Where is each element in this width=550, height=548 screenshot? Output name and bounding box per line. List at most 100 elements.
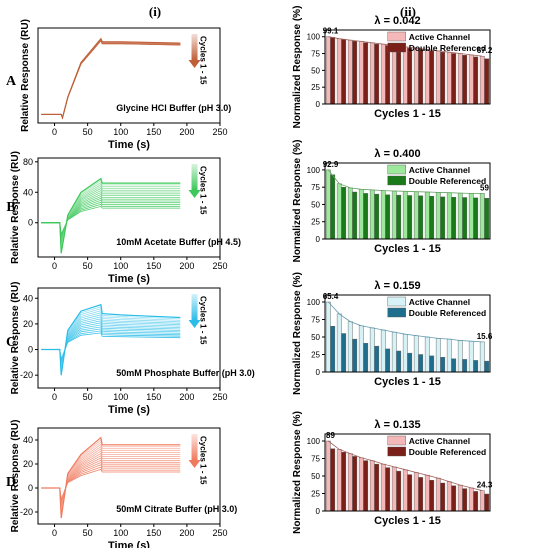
y-axis-title: Relative Response (RU)	[20, 19, 31, 132]
row-label-b: B	[6, 200, 15, 215]
bar-active-channel	[468, 193, 474, 240]
bar-double-referenced	[341, 333, 347, 373]
bar-active-channel	[435, 338, 441, 373]
x-tick-label: 0	[52, 528, 57, 538]
plot-frame	[37, 287, 221, 389]
sensorgram-curve-main	[41, 37, 181, 120]
y-tick-label: 25	[311, 351, 320, 360]
bar-double-referenced	[341, 186, 347, 240]
bar-double-referenced	[330, 37, 336, 105]
bar-chart-title: λ = 0.042	[374, 15, 420, 27]
bar-double-referenced	[396, 194, 402, 240]
legend-swatch-double	[387, 175, 406, 186]
bar-active-channel	[457, 340, 463, 373]
legend-swatch-active	[387, 31, 406, 42]
column-label-ii: (ii)	[400, 4, 416, 19]
cycles-label: Cycles 1 - 15	[199, 36, 208, 85]
bar-active-channel	[479, 56, 485, 105]
plot-frame	[324, 162, 491, 240]
bar-double-referenced	[473, 491, 479, 512]
y-tick-label: 50	[311, 333, 320, 342]
bar-double-referenced	[462, 197, 468, 240]
y-tick-label: 0	[316, 100, 321, 109]
bar-double-referenced	[363, 193, 369, 240]
bar-double-referenced	[440, 357, 446, 373]
y-tick-label: 0	[316, 507, 321, 516]
sensorgram-curve-main	[41, 436, 181, 519]
bar-double-referenced	[429, 195, 435, 240]
y-tick-label: 25	[311, 490, 320, 499]
y-tick-label: 40	[23, 435, 33, 445]
x-tick-label: 50	[83, 392, 93, 402]
bar-active-channel	[347, 453, 353, 512]
x-tick-label: 0	[52, 127, 57, 137]
x-tick-label: 200	[179, 261, 194, 271]
legend-swatch-active	[387, 164, 406, 175]
bar-double-referenced	[341, 39, 347, 105]
bar-active-channel	[380, 329, 386, 373]
x-tick-label: 150	[146, 261, 161, 271]
x-tick-label: 150	[146, 127, 161, 137]
bar-active-channel	[380, 43, 386, 105]
x-tick-label: 100	[113, 392, 128, 402]
bar-double-referenced	[473, 197, 479, 240]
bar-active-channel	[347, 39, 353, 105]
y-tick-label: 25	[311, 83, 320, 92]
y-tick-label: 0	[28, 483, 33, 493]
legend-label: Active Channel	[409, 165, 470, 175]
bar-double-referenced	[330, 448, 336, 512]
bar-active-channel	[424, 191, 430, 240]
bar-double-referenced	[418, 354, 424, 373]
cycles-label: Cycles 1 - 15	[199, 436, 208, 485]
buffer-annotation: 50mM Citrate Buffer (pH 3.0)	[116, 504, 237, 514]
plot-frame	[324, 433, 491, 512]
y-tick-label: 0	[316, 368, 321, 377]
y-tick-label: -20	[20, 507, 33, 517]
row-label-c: C	[6, 335, 16, 350]
bar-double-referenced	[374, 193, 380, 240]
x-tick-label: 50	[83, 127, 93, 137]
bar-double-referenced	[462, 359, 468, 373]
bar-double-referenced	[429, 50, 435, 105]
x-tick-label: 50	[83, 261, 93, 271]
buffer-annotation: 10mM Acetate Buffer (pH 4.5)	[116, 237, 241, 247]
y-tick-label: 40	[23, 293, 33, 303]
bar-double-referenced	[418, 49, 424, 105]
bar-active-channel	[479, 490, 485, 512]
bar-active-channel	[369, 42, 375, 105]
bar-double-referenced	[440, 52, 446, 105]
y-tick-label: 25	[311, 218, 320, 227]
x-axis-title: Time (s)	[108, 139, 150, 151]
y-tick-label: 80	[23, 157, 33, 167]
bar-active-channel	[424, 336, 430, 373]
bar-double-referenced	[385, 45, 391, 105]
y-tick-label: 0	[28, 218, 33, 228]
bar-double-referenced	[396, 470, 402, 512]
x-tick-label: 0	[52, 392, 57, 402]
row-label-a: A	[6, 74, 17, 89]
bar-double-referenced	[484, 58, 490, 105]
legend-label: Active Channel	[409, 297, 470, 307]
x-axis-title: Cycles 1 - 15	[374, 243, 441, 255]
legend-swatch-double	[387, 307, 406, 318]
bar-active-channel	[413, 472, 419, 512]
legend-label: Double Referenced	[409, 43, 486, 53]
y-tick-label: -20	[20, 370, 33, 380]
y-axis-title: Relative Response (RU)	[10, 282, 21, 395]
x-tick-label: 150	[146, 392, 161, 402]
bar-active-channel	[424, 475, 430, 512]
y-tick-label: 50	[311, 200, 320, 209]
bar-double-referenced	[473, 56, 479, 105]
bar-active-channel	[468, 341, 474, 373]
bar-active-channel	[479, 193, 485, 240]
bar-double-referenced	[396, 46, 402, 105]
bar-active-channel	[413, 335, 419, 373]
bar-active-channel	[358, 457, 364, 512]
bar-active-channel	[402, 191, 408, 240]
y-tick-label: 75	[311, 316, 320, 325]
bar-double-referenced	[363, 42, 369, 105]
bar-double-referenced	[418, 477, 424, 512]
bar-double-referenced	[385, 348, 391, 373]
